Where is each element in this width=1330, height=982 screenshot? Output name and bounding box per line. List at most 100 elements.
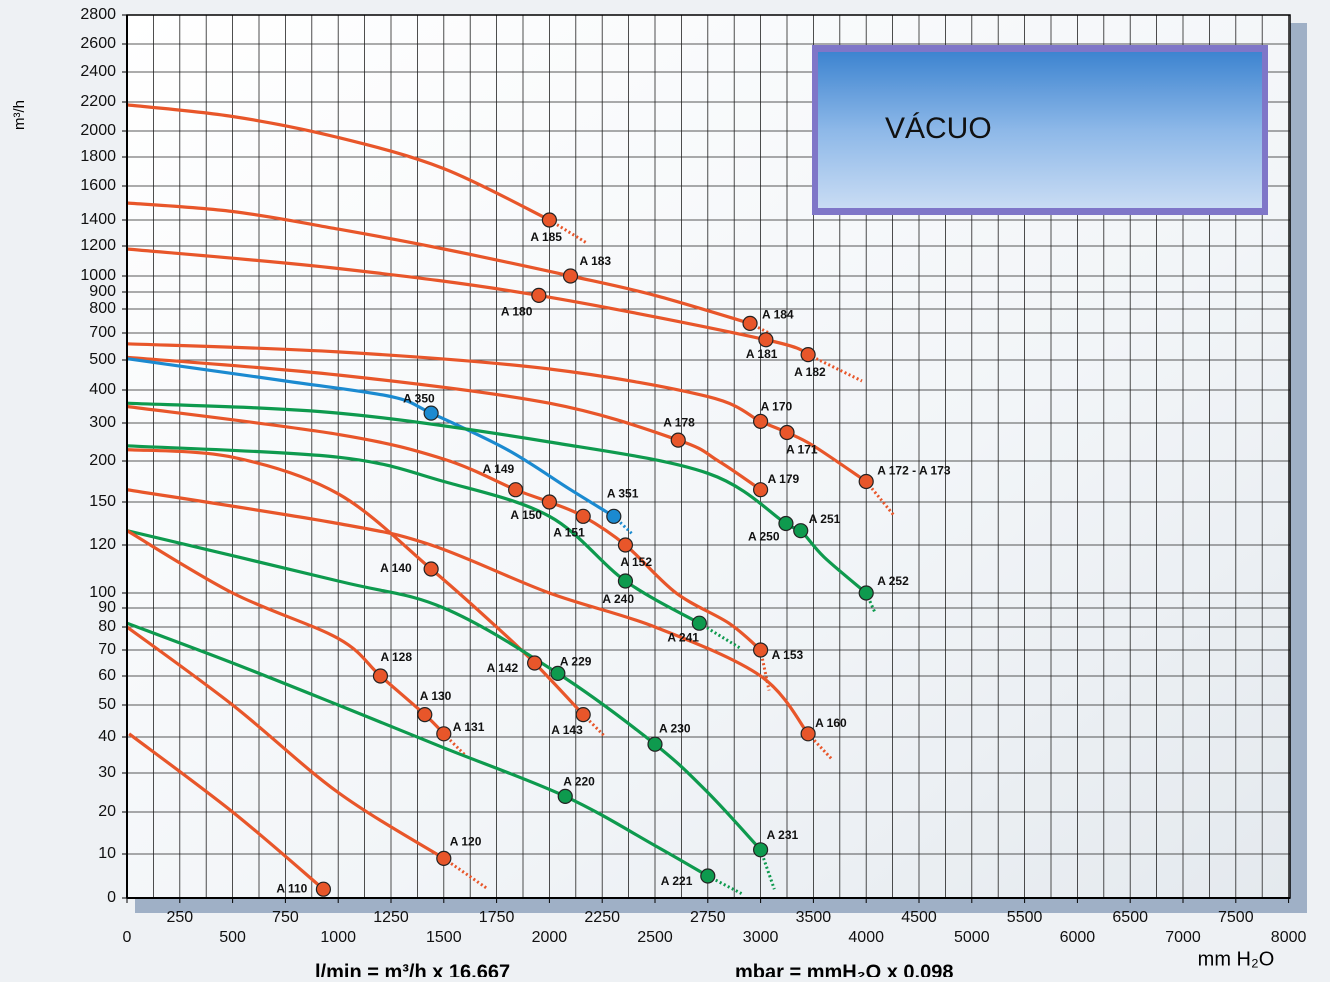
model-label: A 143: [551, 723, 583, 737]
model-label: A 110: [276, 881, 307, 895]
model-point: [373, 669, 387, 683]
x-tick-label: 7000: [1165, 929, 1201, 946]
y-tick-label: 30: [98, 764, 116, 781]
y-tick-label: 80: [98, 618, 116, 635]
model-label: A 128: [380, 650, 412, 664]
model-label: A 240: [602, 592, 634, 606]
y-tick-label: 500: [89, 351, 116, 368]
y-tick-label: 2200: [80, 93, 116, 110]
model-point: [794, 524, 808, 538]
model-label: A 184: [762, 308, 794, 322]
model-point: [564, 269, 578, 283]
model-label: A 231: [767, 828, 799, 842]
model-point: [692, 616, 706, 630]
model-label: A 171: [786, 443, 818, 457]
model-point: [316, 882, 330, 896]
y-tick-label: 70: [98, 641, 116, 658]
x-tick-label: 1750: [479, 909, 515, 926]
model-point: [424, 406, 438, 420]
title: VÁCUO: [885, 112, 992, 145]
model-point: [779, 517, 793, 531]
model-label: A 181: [746, 347, 778, 361]
x-tick-label: 6500: [1112, 909, 1148, 926]
model-label: A 229: [560, 655, 592, 669]
model-label: A 160: [815, 716, 847, 730]
y-tick-label: 100: [89, 584, 116, 601]
model-point: [576, 708, 590, 722]
y-tick-label: 300: [89, 414, 116, 431]
model-label: A 178: [663, 415, 695, 429]
model-point: [509, 483, 523, 497]
model-point: [542, 495, 556, 509]
model-label: A 220: [563, 775, 595, 789]
model-point: [542, 213, 556, 227]
model-point: [618, 538, 632, 552]
model-point: [437, 851, 451, 865]
model-point: [437, 727, 451, 741]
y-tick-label: 20: [98, 803, 116, 820]
model-label: A 221: [661, 874, 693, 888]
y-tick-label: 400: [89, 381, 116, 398]
model-point: [528, 656, 542, 670]
x-tick-label: 1250: [373, 909, 409, 926]
x-tick-label: 250: [166, 909, 193, 926]
x-tick-label: 1500: [426, 929, 462, 946]
model-point: [801, 727, 815, 741]
y-tick-label: 1800: [80, 148, 116, 165]
x-tick-label: 3500: [796, 909, 832, 926]
model-label: A 153: [772, 648, 804, 662]
x-tick-label: 5000: [954, 929, 990, 946]
model-label: A 130: [420, 689, 452, 703]
y-tick-label: 2000: [80, 122, 116, 139]
model-label: A 172 - A 173: [877, 464, 951, 478]
model-point: [859, 475, 873, 489]
model-point: [576, 509, 590, 523]
y-tick-label: 10: [98, 845, 116, 862]
y-tick-label: 60: [98, 667, 116, 684]
x-tick-label: 2750: [690, 909, 726, 926]
y-tick-label: 900: [89, 283, 116, 300]
model-label: A 182: [794, 365, 826, 379]
y-tick-label: 120: [89, 536, 116, 553]
model-point: [558, 789, 572, 803]
model-label: A 180: [501, 305, 533, 319]
model-point: [859, 586, 873, 600]
x-tick-label: 5500: [1007, 909, 1043, 926]
x-tick-label: 2000: [532, 929, 568, 946]
y-tick-label: 1200: [80, 237, 116, 254]
model-label: A 179: [768, 472, 800, 486]
unit-note: l/min = m³/h x 16,667: [315, 961, 510, 977]
model-point: [754, 643, 768, 657]
model-point: [618, 574, 632, 588]
y-tick-label: 0: [107, 889, 116, 906]
model-label: A 140: [380, 561, 412, 575]
y-tick-label: 2400: [80, 63, 116, 80]
model-point: [532, 288, 546, 302]
chart: VÁCUO A 185A 183A 180A 184A 181A 182A 35…: [0, 0, 1330, 977]
model-point: [671, 433, 685, 447]
model-point: [754, 414, 768, 428]
model-point: [424, 562, 438, 576]
model-label: A 142: [487, 661, 519, 675]
model-label: A 230: [659, 721, 691, 735]
y-axis-label: m³/h: [11, 100, 28, 130]
y-tick-label: 150: [89, 493, 116, 510]
y-tick-label: 200: [89, 452, 116, 469]
model-point: [418, 708, 432, 722]
model-label: A 120: [450, 835, 482, 849]
model-point: [801, 348, 815, 362]
x-tick-label: 2500: [637, 929, 673, 946]
y-tick-label: 1400: [80, 211, 116, 228]
model-label: A 150: [510, 508, 542, 522]
y-tick-label: 1000: [80, 267, 116, 284]
model-label: A 241: [667, 630, 699, 644]
y-tick-label: 40: [98, 728, 116, 745]
model-label: A 149: [483, 462, 515, 476]
x-tick-label: 750: [272, 909, 299, 926]
y-tick-label: 90: [98, 599, 116, 616]
x-tick-label: 4500: [901, 909, 937, 926]
x-tick-label: 2250: [584, 909, 620, 926]
x-tick-label: 500: [219, 929, 246, 946]
model-point: [780, 426, 794, 440]
model-label: A 183: [580, 254, 612, 268]
